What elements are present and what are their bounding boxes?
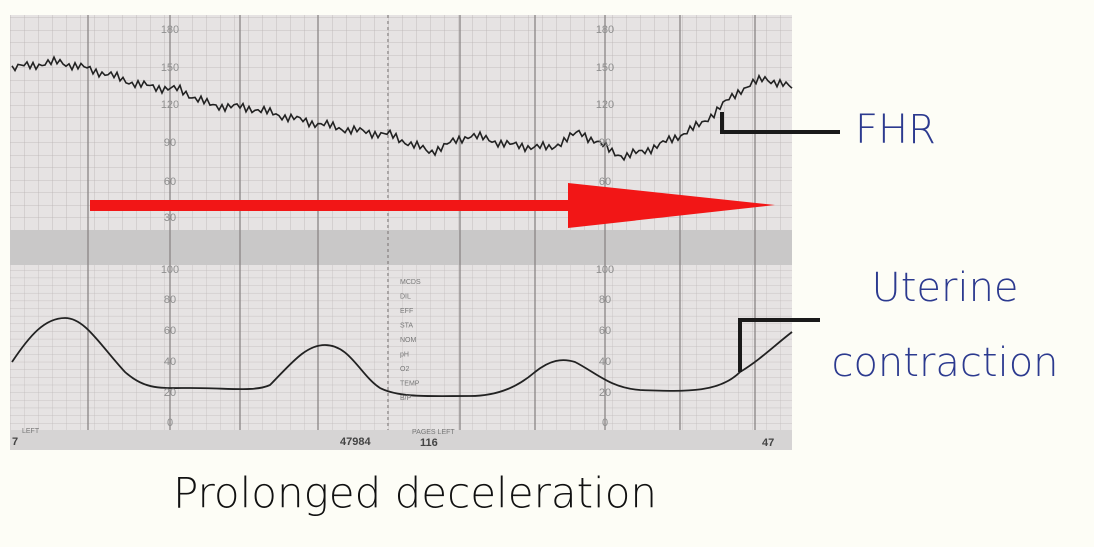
fhr-scale-label: 60 xyxy=(164,176,176,188)
fhr-label: FHR xyxy=(855,107,936,153)
chart-note: NOM xyxy=(400,337,417,344)
contraction-scale-label: 100 xyxy=(596,264,614,276)
strip-footer: PAGES LEFT xyxy=(412,429,455,436)
contraction-scale-label: 0 xyxy=(167,417,173,429)
fhr-scale-label: 30 xyxy=(164,212,176,224)
contraction-scale-label: 60 xyxy=(599,325,611,337)
fhr-scale-label: 120 xyxy=(596,99,614,111)
uterine-label: Uterine xyxy=(871,265,1018,311)
contraction-scale-label: 0 xyxy=(602,417,608,429)
chart-note: pH xyxy=(400,351,409,358)
fhr-scale-label: 120 xyxy=(161,99,179,111)
strip-photo xyxy=(10,15,793,450)
strip-footer: 47984 xyxy=(340,436,371,448)
fhr-scale-label: 150 xyxy=(161,62,179,74)
contraction-scale-label: 20 xyxy=(164,387,176,399)
chart-note: MCDS xyxy=(400,279,421,286)
chart-note: DIL xyxy=(400,293,411,300)
chart-note: STA xyxy=(400,322,413,329)
caption: Prolonged deceleration xyxy=(173,469,657,518)
contraction-scale-label: 40 xyxy=(599,356,611,368)
fhr-scale-label: 180 xyxy=(161,24,179,36)
contraction-scale-label: 80 xyxy=(164,294,176,306)
fhr-scale-label: 180 xyxy=(596,24,614,36)
contraction-scale-label: 20 xyxy=(599,387,611,399)
fhr-scale-label: 90 xyxy=(164,137,176,149)
strip-footer: 7 xyxy=(12,436,18,448)
strip-footer: 116 xyxy=(420,437,438,449)
contraction-scale-label: 100 xyxy=(161,264,179,276)
chart-note: EFF xyxy=(400,308,413,315)
chart-note: TEMP xyxy=(400,380,420,387)
fhr-trace xyxy=(11,55,793,162)
fhr-pointer xyxy=(720,112,840,134)
fhr-scale-label: 60 xyxy=(599,176,611,188)
contraction-label: contraction xyxy=(831,340,1058,386)
chart-note: O2 xyxy=(400,366,409,373)
fhr-scale-label: 150 xyxy=(596,62,614,74)
strip-footer: 47 xyxy=(762,437,774,449)
contraction-pointer xyxy=(738,318,820,372)
fhr-scale-label: 90 xyxy=(599,137,611,149)
contraction-trace xyxy=(11,317,793,398)
contraction-scale-label: 80 xyxy=(599,294,611,306)
red-arrow xyxy=(90,183,775,228)
chart-note: B/P xyxy=(400,395,412,402)
contraction-scale-label: 60 xyxy=(164,325,176,337)
strip-footer: LEFT xyxy=(22,428,40,435)
contraction-scale-label: 40 xyxy=(164,356,176,368)
